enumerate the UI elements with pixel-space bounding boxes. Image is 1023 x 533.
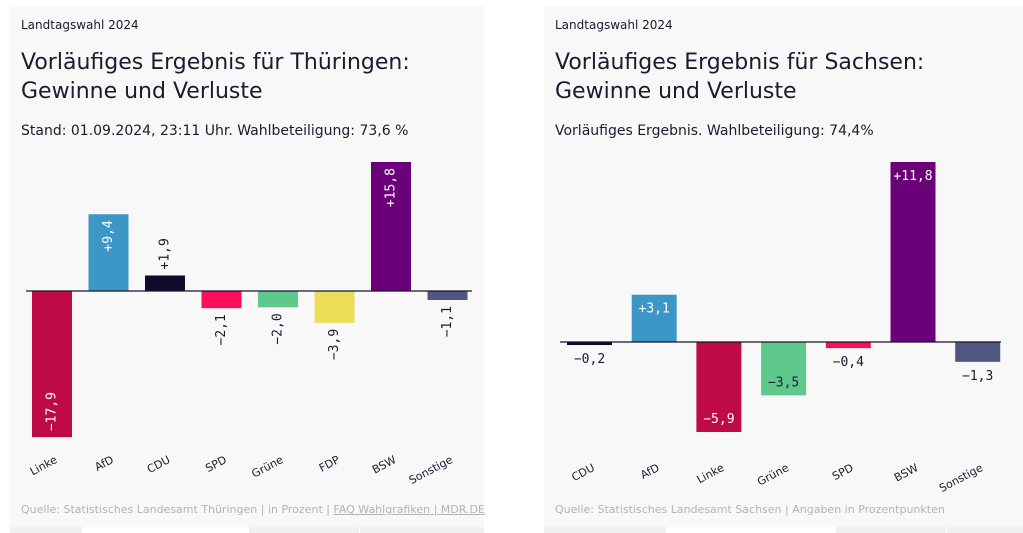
category-label: AfD: [638, 461, 661, 482]
data-label: −1,1: [440, 306, 455, 337]
bar-fdp: [314, 291, 355, 323]
data-label: −1,3: [962, 369, 993, 384]
data-label: −2,1: [214, 314, 229, 345]
tab-strip-segment[interactable]: [836, 527, 946, 533]
category-label: Grüne: [755, 461, 791, 488]
faq-link[interactable]: FAQ Wahlgrafiken | MDR.DE: [333, 503, 485, 516]
bar-cdu: [567, 342, 612, 346]
chart-title: Vorläufiges Ergebnis für Sachsen: Gewinn…: [555, 50, 925, 104]
category-label: CDU: [569, 461, 596, 484]
category-label: SPD: [830, 461, 856, 483]
bar-spd: [201, 291, 242, 309]
data-label: −2,0: [271, 313, 286, 344]
chart-subtitle: Vorläufiges Ergebnis. Wahlbeteiligung: 7…: [555, 123, 874, 139]
data-label: +9,4: [101, 220, 116, 251]
bar-afd: [631, 294, 677, 342]
tab-strip-segment[interactable]: [360, 527, 484, 533]
bar-linke: [32, 291, 72, 438]
bar-sonstige: [427, 291, 468, 300]
tab-strip-segment[interactable]: [666, 527, 836, 533]
bar-afd: [88, 214, 129, 291]
tab-strip-segment[interactable]: [249, 527, 359, 533]
category-label: BSW: [892, 461, 920, 484]
category-label: Linke: [695, 461, 727, 486]
category-label: Sonstige: [937, 461, 985, 495]
bar-bsw: [371, 162, 411, 291]
data-label: −3,9: [327, 329, 342, 360]
chart-subtitle: Stand: 01.09.2024, 23:11 Uhr. Wahlbeteil…: [21, 123, 409, 139]
source-text: Quelle: Statistisches Landesamt Sachsen …: [555, 503, 945, 516]
bar-grüne: [761, 342, 807, 396]
tab-strip-segment[interactable]: [82, 527, 249, 533]
kicker: Landtagswahl 2024: [555, 18, 673, 32]
data-label: +11,8: [893, 169, 932, 184]
chart-title: Vorläufiges Ergebnis für Thüringen: Gewi…: [21, 50, 410, 104]
data-label: −3,5: [768, 375, 799, 390]
kicker: Landtagswahl 2024: [21, 18, 139, 32]
bar-grüne: [258, 291, 298, 308]
bar-cdu: [145, 275, 185, 291]
data-label: −0,2: [574, 352, 605, 367]
tab-strip-segment[interactable]: [947, 527, 1023, 533]
data-label: +15,8: [384, 168, 399, 207]
data-label: −5,9: [703, 412, 734, 427]
data-label: −17,9: [45, 392, 60, 431]
bar-linke: [696, 342, 742, 432]
bar-bsw: [890, 162, 936, 342]
tab-strip-segment[interactable]: [544, 527, 666, 533]
data-label: −0,4: [833, 355, 864, 370]
data-label: +1,9: [158, 238, 173, 269]
bar-sonstige: [955, 342, 1001, 362]
chart-footer: Quelle: Statistisches Landesamt Thüringe…: [21, 503, 485, 516]
tab-strip-segment[interactable]: [10, 527, 82, 533]
chart-panel-sachsen: Landtagswahl 2024 Vorläufiges Ergebnis f…: [544, 6, 1023, 527]
source-text: Quelle: Statistisches Landesamt Thüringe…: [21, 503, 330, 516]
data-label: +3,1: [639, 302, 670, 317]
chart-footer: Quelle: Statistisches Landesamt Sachsen …: [555, 503, 945, 516]
bar-spd: [825, 342, 871, 349]
